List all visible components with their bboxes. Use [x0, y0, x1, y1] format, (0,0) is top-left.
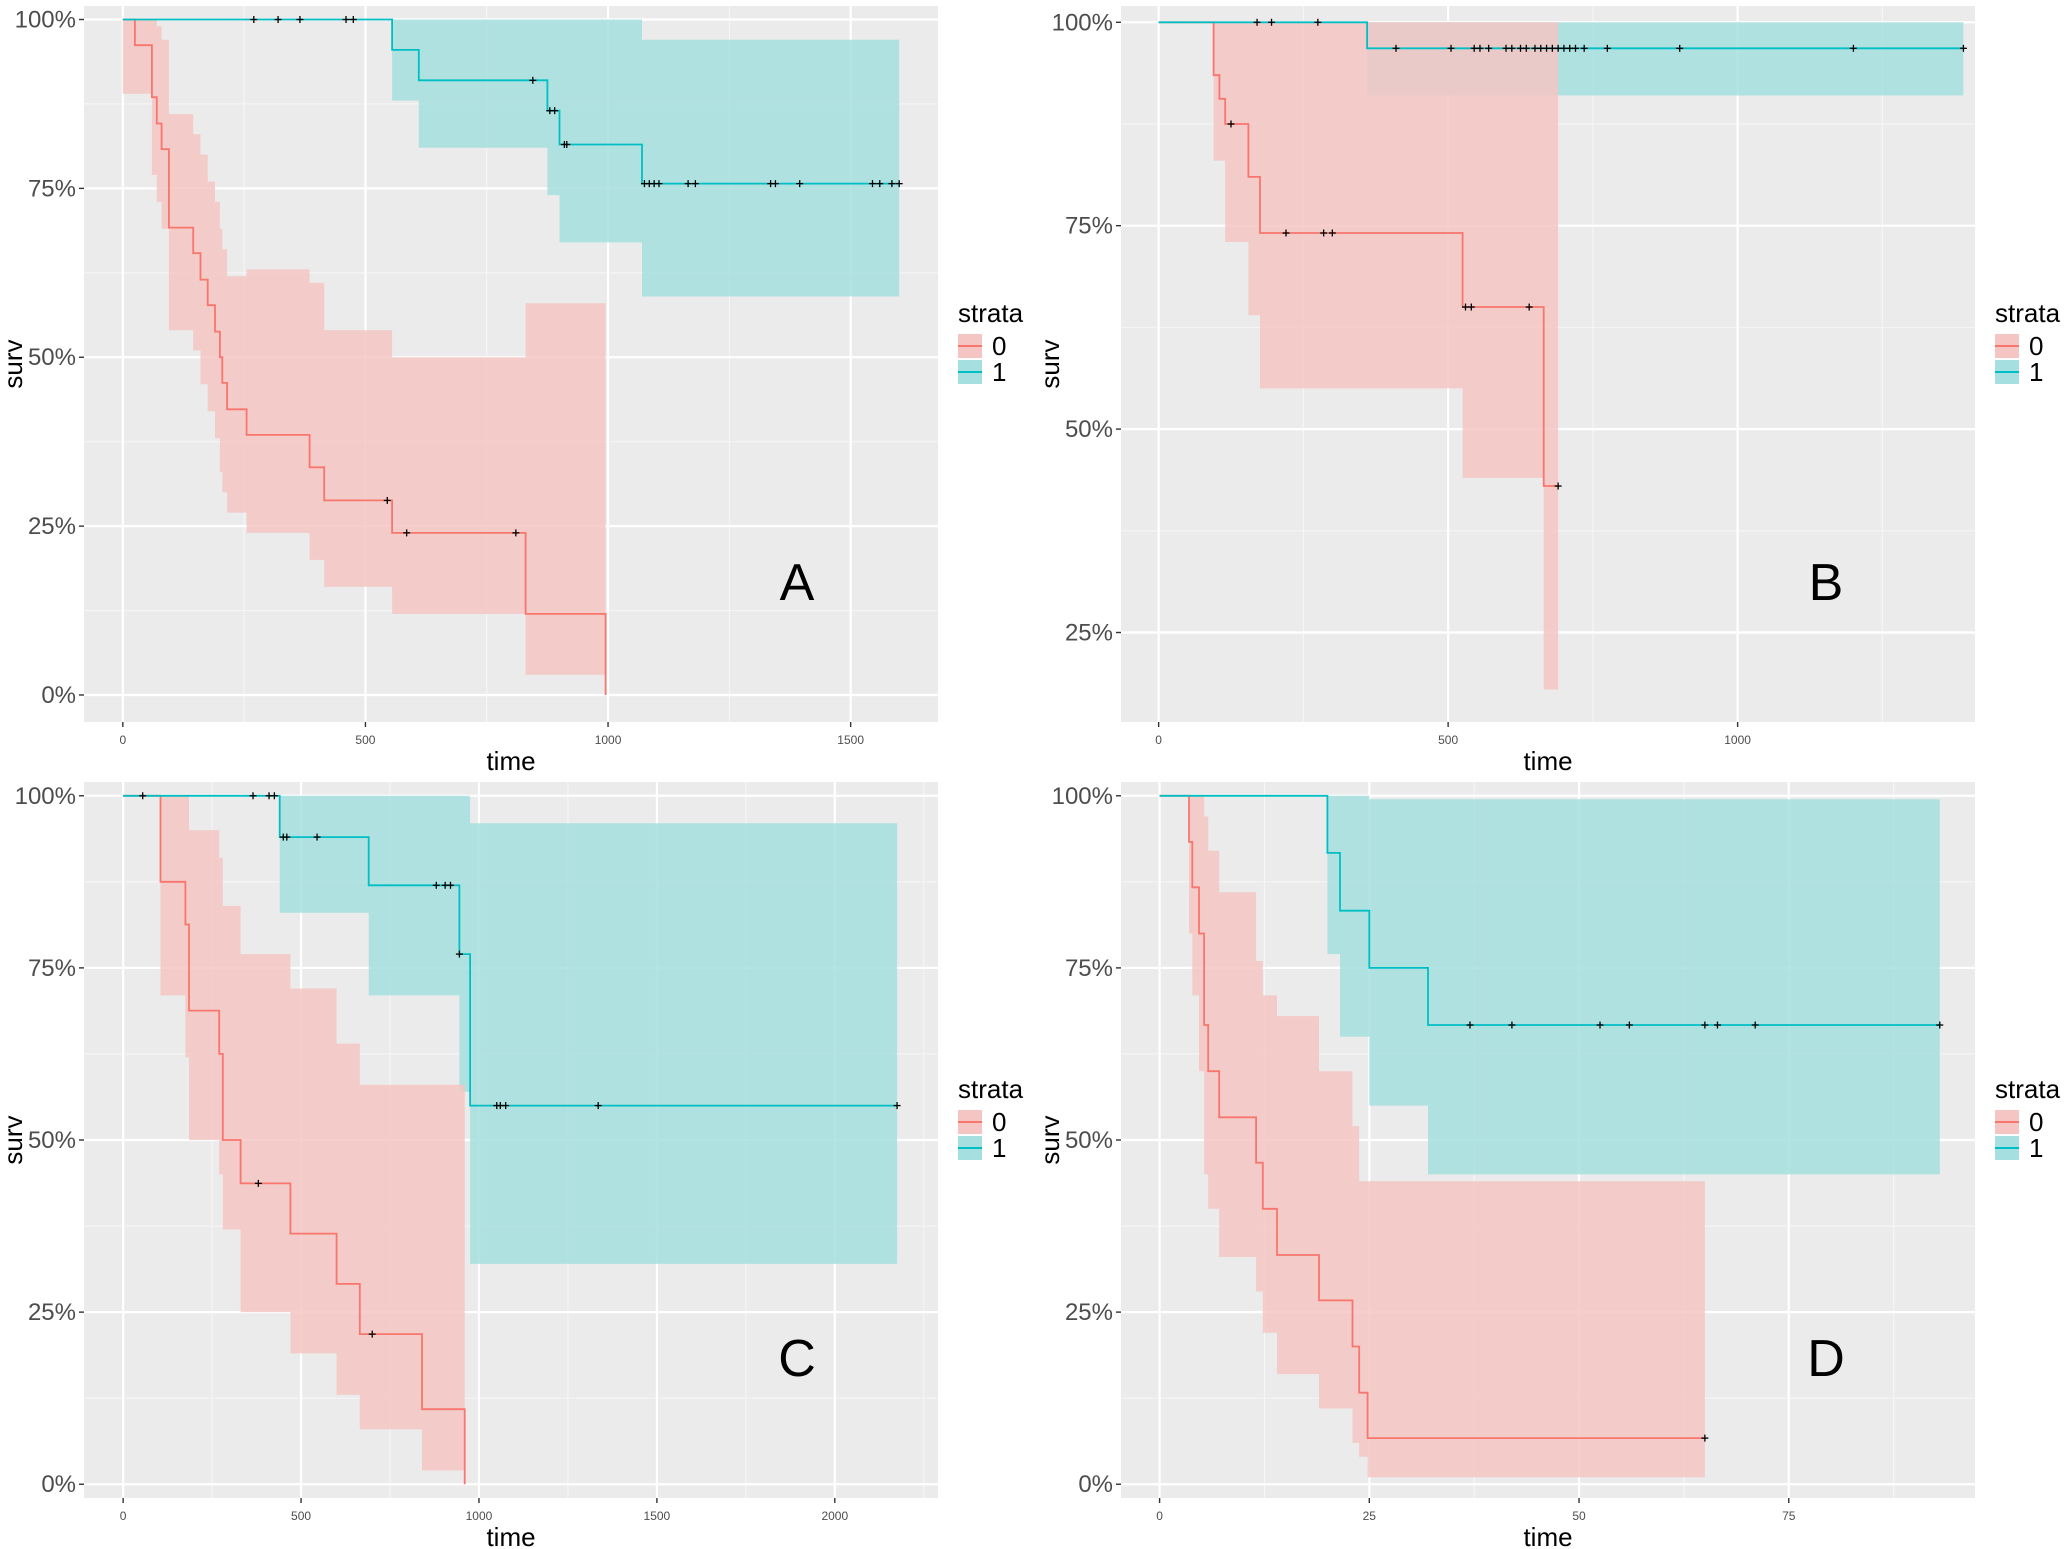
y-tick-label: 0% — [41, 1471, 76, 1498]
x-axis-title: time — [1523, 1522, 1572, 1549]
y-axis-title: surv — [0, 339, 28, 388]
x-tick-label: 1000 — [1724, 733, 1751, 747]
survival-line-strata-0 — [1158, 21, 1559, 487]
x-tick-label: 1000 — [466, 1509, 493, 1523]
legend-title: strata — [1995, 1074, 2061, 1104]
y-tick-label: 50% — [28, 1127, 76, 1154]
chart-panel-a: 0% 25% 50% 75% 100% 0 500 1000 1500 time surv Astra… — [0, 6, 1024, 776]
y-tick-label: 75% — [1065, 213, 1113, 240]
panel-letter: C — [778, 1330, 816, 1388]
y-axis-title: surv — [0, 1115, 28, 1164]
y-axis-title: surv — [1035, 1115, 1065, 1164]
survival-line-strata-1 — [1159, 794, 1940, 1026]
legend-title: strata — [1995, 298, 2061, 328]
y-tick-label: 75% — [28, 175, 76, 202]
x-tick-label: 1500 — [644, 1509, 671, 1523]
y-tick-label: 0% — [1078, 1471, 1113, 1498]
panel-letter: D — [1807, 1330, 1845, 1388]
panel-letter: B — [1809, 554, 1844, 612]
y-axis-title: surv — [1035, 339, 1065, 388]
y-tick-label: 25% — [1065, 620, 1113, 647]
y-tick-label: 75% — [28, 955, 76, 982]
chart-panel-c: 0% 25% 50% 75% 100% 0 500 1000 1500 2000 time surv C… — [0, 782, 1024, 1549]
legend-title: strata — [958, 1074, 1024, 1104]
panel-letter: A — [780, 554, 815, 612]
x-tick-label: 1000 — [595, 733, 622, 747]
x-tick-label: 1500 — [837, 733, 864, 747]
y-tick-label: 100% — [15, 7, 76, 34]
y-tick-label: 50% — [28, 344, 76, 371]
x-tick-label: 25 — [1363, 1509, 1377, 1523]
x-tick-label: 500 — [1438, 733, 1458, 747]
legend-label-strata-1: 1 — [2029, 1133, 2043, 1163]
confidence-band-strata-1 — [1158, 22, 1964, 96]
legend-label-strata-0: 0 — [2029, 331, 2043, 361]
confidence-band-strata-1 — [122, 19, 900, 297]
y-tick-label: 100% — [1052, 783, 1113, 810]
x-tick-label: 75 — [1782, 1509, 1796, 1523]
legend-label-strata-0: 0 — [2029, 1107, 2043, 1137]
x-tick-label: 0 — [1156, 1509, 1163, 1523]
confidence-band-strata-0 — [1159, 795, 1705, 1478]
x-tick-label: 500 — [355, 733, 375, 747]
x-axis-title: time — [486, 1522, 535, 1549]
x-tick-label: 0 — [120, 1509, 127, 1523]
legend-label-strata-0: 0 — [992, 331, 1006, 361]
survival-line-strata-1 — [122, 18, 900, 185]
y-tick-label: 50% — [1065, 416, 1113, 443]
x-tick-label: 0 — [1155, 733, 1162, 747]
x-tick-label: 500 — [291, 1509, 311, 1523]
x-axis-title: time — [486, 746, 535, 776]
x-axis-title: time — [1523, 746, 1572, 776]
legend-label-strata-1: 1 — [992, 357, 1006, 387]
y-tick-label: 25% — [28, 1299, 76, 1326]
y-tick-label: 75% — [1065, 955, 1113, 982]
survival-line-strata-1 — [1158, 21, 1964, 50]
confidence-band-strata-1 — [1159, 795, 1940, 1175]
legend-title: strata — [958, 298, 1024, 328]
y-tick-label: 50% — [1065, 1127, 1113, 1154]
y-tick-label: 25% — [1065, 1299, 1113, 1326]
survival-line-strata-0 — [123, 794, 466, 1485]
y-tick-label: 25% — [28, 513, 76, 540]
x-tick-label: 50 — [1572, 1509, 1586, 1523]
legend-label-strata-1: 1 — [992, 1133, 1006, 1163]
y-tick-label: 0% — [41, 682, 76, 709]
survival-line-strata-1 — [123, 794, 898, 1107]
y-tick-label: 100% — [1052, 9, 1113, 36]
confidence-band-strata-0 — [1158, 22, 1559, 690]
confidence-band-strata-0 — [122, 19, 606, 695]
confidence-band-strata-1 — [123, 795, 898, 1264]
survival-line-strata-0 — [1159, 794, 1705, 1439]
x-tick-label: 2000 — [821, 1509, 848, 1523]
x-tick-label: 0 — [119, 733, 126, 747]
legend-label-strata-1: 1 — [2029, 357, 2043, 387]
confidence-band-strata-0 — [123, 795, 465, 1485]
survival-line-strata-0 — [122, 18, 607, 695]
y-tick-label: 100% — [15, 783, 76, 810]
legend-label-strata-0: 0 — [992, 1107, 1006, 1137]
